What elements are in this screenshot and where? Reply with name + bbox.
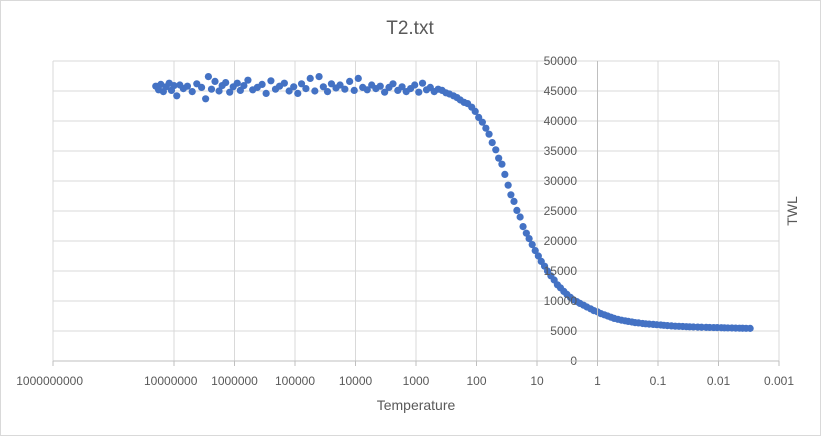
data-point [519,223,527,231]
data-point [290,83,298,91]
data-point [170,82,178,90]
data-point [528,241,536,249]
x-tick-label: 1000000000 [16,374,83,388]
x-tick-label: 10000000 [144,374,198,388]
data-point [746,324,754,332]
x-tick-label: 10000 [339,374,373,388]
data-point [495,154,503,162]
data-point [488,139,496,147]
y-tick-label: 15000 [544,264,578,278]
data-point [522,229,530,237]
data-point [525,235,533,243]
data-point [280,79,288,87]
axes: 0500010000150002000025000300003500040000… [16,54,794,388]
y-tick-label: 30000 [544,174,578,188]
data-point [411,81,419,89]
data-point [267,77,275,85]
data-point [323,88,332,96]
x-tick-label: 1000000 [211,374,258,388]
data-point [188,88,196,96]
data-point [398,83,406,91]
y-tick-label: 20000 [544,234,578,248]
data-point [315,73,323,81]
y-tick-label: 45000 [544,84,578,98]
data-point [478,118,486,126]
x-tick-label: 100 [466,374,486,388]
data-point [389,80,397,88]
data-point [222,79,230,87]
data-point [516,213,524,221]
x-tick-label: 0.001 [764,374,794,388]
y-tick-label: 40000 [544,114,578,128]
data-point [418,79,427,87]
y-tick-label: 25000 [544,204,578,218]
x-axis-title: Temperature [377,397,456,413]
data-point [482,124,490,132]
data-point [240,82,248,90]
x-tick-label: 0.01 [707,374,731,388]
data-point [510,197,518,205]
data-point [211,77,219,85]
data-point [363,86,371,94]
data-point [471,107,479,115]
x-tick-label: 1 [594,374,601,388]
data-point [507,191,515,199]
y-tick-label: 5000 [550,324,577,338]
data-point [498,160,506,168]
data-point [415,88,423,96]
data-point [302,85,310,93]
data-point [262,89,270,97]
data-point [319,83,327,91]
x-tick-label: 100000 [275,374,315,388]
data-point [197,83,206,91]
data-point [215,87,223,95]
data-point [226,88,234,96]
data-point [350,86,358,94]
data-point [327,80,336,88]
data-point [202,95,210,103]
data-point [244,76,252,84]
data-point [513,206,521,214]
y-axis-title: TWL [784,196,800,226]
data-point [346,77,354,85]
data-point [376,82,384,90]
data-point [294,89,302,97]
y-tick-label: 50000 [544,54,578,68]
data-point [285,87,293,95]
chart-title: T2.txt [386,18,434,39]
data-point [534,252,542,260]
data-point [207,85,216,93]
y-tick-label: 35000 [544,144,578,158]
data-point [258,80,266,88]
data-point [341,85,349,93]
x-tick-label: 0.1 [650,374,667,388]
data-point [381,88,389,96]
data-point [504,181,512,189]
data-points [152,73,754,332]
x-tick-label: 1000 [403,374,430,388]
data-point [297,80,306,88]
data-point [501,170,509,178]
data-point [492,146,500,154]
gridlines [52,60,780,361]
data-point [204,73,213,81]
x-tick-label: 10 [530,374,544,388]
data-point [485,130,493,138]
data-point [336,81,344,89]
data-point [183,82,192,90]
data-point [233,79,241,87]
data-point [173,92,181,100]
data-point [306,74,314,82]
y-tick-label: 10000 [544,294,578,308]
data-point [311,87,319,95]
data-point [531,247,539,255]
data-point [354,74,362,82]
